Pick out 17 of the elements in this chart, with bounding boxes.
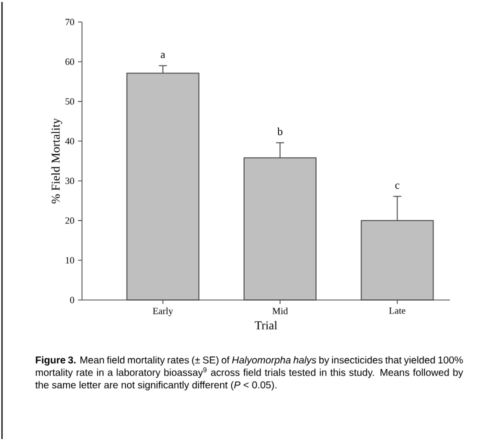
- annotation: b: [277, 128, 282, 136]
- x-tick-label: Mid: [272, 308, 288, 314]
- y-tick-label: 50: [66, 98, 74, 105]
- y-tick-label: 40: [65, 138, 74, 144]
- y-tick-label: 70: [66, 18, 74, 26]
- annotation: c: [395, 184, 400, 189]
- text: Figure 3. Mean field mortality rates (± SE) of Halyomorpha halys by insecticides that yielded 100% mortality rate in a laboratory bioassay$^{9}$ across field trials tested in this study. Means followed by the same letter are not significantly different (P < 0.05).: [35, 356, 464, 390]
- y-tick-label: 0: [70, 296, 74, 304]
- x-tick-label: Early: [152, 308, 174, 316]
- y-tick-label: 60: [65, 58, 74, 65]
- y-axis-title: % Field Mortality: [51, 118, 62, 204]
- y-tick-label: 30: [65, 178, 74, 184]
- x-tick-label: Late: [389, 308, 406, 314]
- y-tick-label: 10: [66, 257, 74, 264]
- y-tick-label: 20: [65, 217, 74, 224]
- x-axis-title: Trial: [254, 320, 278, 330]
- annotation: a: [160, 52, 166, 58]
